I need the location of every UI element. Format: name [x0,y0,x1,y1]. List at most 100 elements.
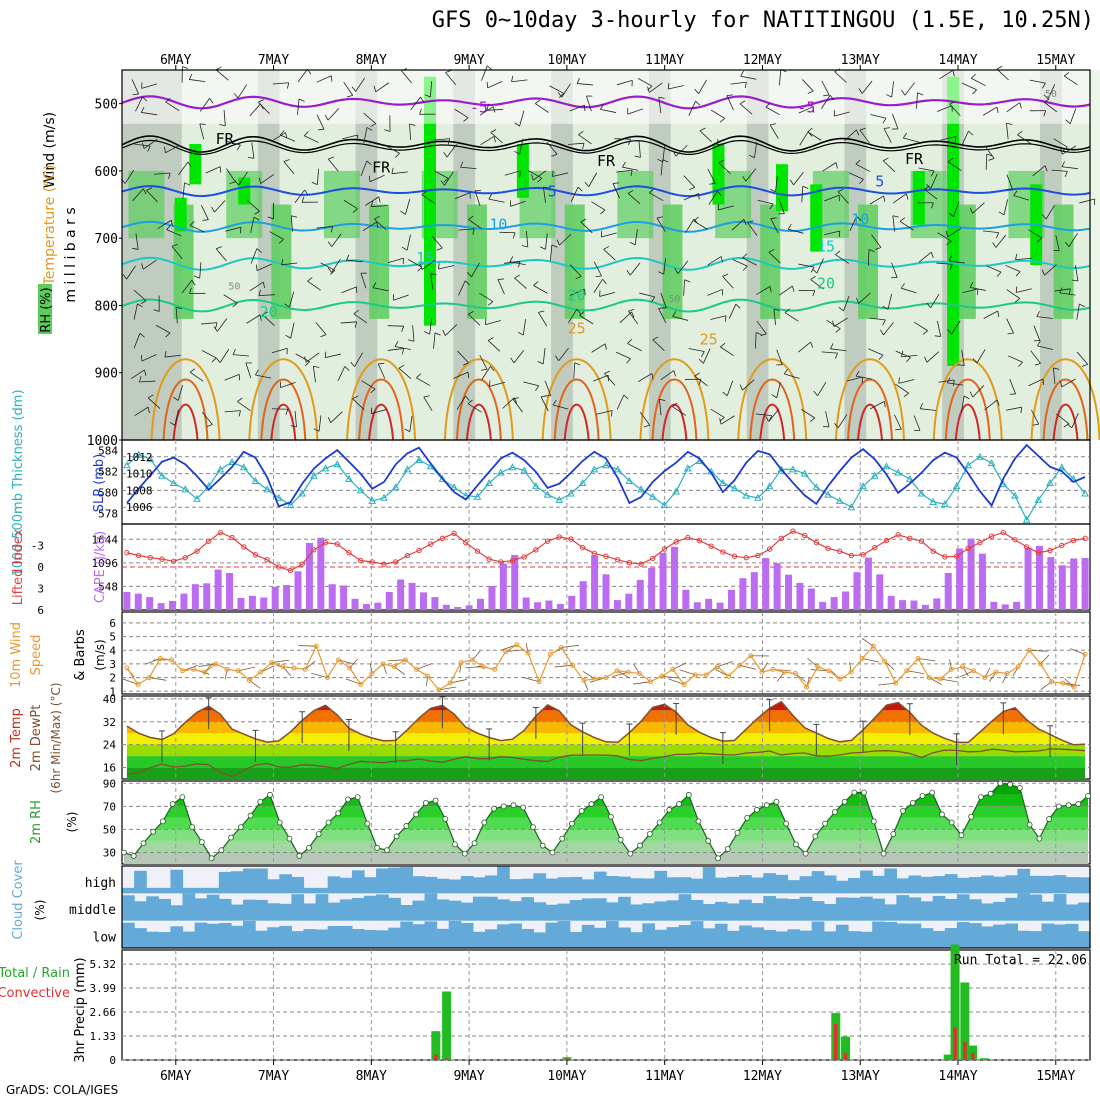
rh-tick: 70 [103,800,116,813]
wind-barb [660,159,664,176]
wind-barb [604,370,611,374]
wind-barb [1074,265,1079,282]
isotherm-label: 25 [568,320,586,338]
wind-barb [234,180,239,186]
date-label-top: 13MAY [841,53,880,68]
cloud-cell [122,895,135,921]
cloud-cell [448,900,462,921]
wind-speed-point [246,677,252,683]
cloud-cell [327,876,341,894]
wind-barb [807,131,822,141]
wind-barb [514,277,527,289]
wind-barb [778,198,785,214]
wind-barb [755,413,772,417]
wind-barb [304,135,319,143]
rh-point [549,849,556,856]
wind-barb [232,302,238,308]
cape-bar [169,600,177,610]
wind-barb [1006,122,1013,125]
cloud-cell [593,898,607,921]
wind-speed-point [146,675,152,681]
wind-barb [868,348,884,356]
ylabel-2m-dewpt: 2m DewPt [29,705,44,772]
rh-point [345,796,351,803]
wind-barb [142,142,145,149]
rh-point [802,850,809,857]
thickness-point [870,471,879,479]
isotherm-label: 25 [700,330,718,348]
cloud-cell [1029,875,1043,894]
cloud-cell [690,900,704,921]
rh-point [958,832,965,839]
wind-barb [488,193,493,200]
lifted-index-point [778,535,784,542]
wind-speed-point [815,664,821,670]
rh-green-patch [760,204,781,319]
cloud-cell [424,876,438,894]
lifted-index-line [126,530,1086,572]
rh-point [481,819,488,826]
cape-bar [933,598,941,610]
wind-barb [189,225,205,233]
wind-barb [352,398,365,411]
wind-barb [1005,406,1022,411]
wind-barb [569,104,585,112]
wind-barb [410,96,421,111]
wind-barb [443,177,449,183]
wind-barb [438,263,440,270]
wind-barb [1068,232,1078,247]
rh-point [257,798,264,805]
rh-point [705,838,712,844]
wind-barb [238,171,248,186]
wind-speed-point [380,661,386,667]
date-label-top: 14MAY [938,53,977,68]
wind-speed-point [659,673,665,679]
wind-barb [191,280,196,286]
wind-speed-point [1015,664,1021,670]
ylabel-precip: 3hr Precip (mm) [73,957,88,1062]
wind-speed-point [414,666,420,672]
wind-speed-point [837,676,843,682]
wind-speed-point [1082,651,1088,657]
wind-speed-point [592,676,598,682]
wind-barb-10m [271,659,290,663]
cloud-cell [581,879,595,894]
wind-barb [393,294,409,301]
wind-barb [134,406,149,417]
cloud-cell [593,927,607,948]
wind-barb [370,388,376,394]
wind-barb [995,234,1007,248]
wind-barb [140,355,143,362]
wind-barb [401,348,404,355]
rh-point [987,790,994,797]
wind-barb [1065,119,1071,124]
wind-barb [708,190,718,205]
wind-barb [844,129,857,142]
wind-barb [675,144,688,157]
wind-barb [776,382,781,398]
wind-barb [643,424,650,428]
wind-barb [637,77,653,87]
wind-barb [513,350,525,364]
date-label-bottom: 14MAY [938,1069,977,1084]
wind-barb [298,98,305,102]
wind-barb [742,265,748,271]
lifted-index-point [801,532,808,539]
cloud-cell [497,924,510,948]
lifted-index-point [848,552,855,559]
wind-barb [829,94,835,101]
wind-barb [486,109,503,111]
wind-barb [315,322,327,335]
wind-barb [481,65,488,81]
wind-barb [628,308,635,312]
wind-barb [569,264,582,277]
cape-bar [693,602,701,610]
thickness-point [555,495,564,503]
wind-barb-10m [522,676,540,683]
wind-barb [1007,332,1014,335]
wind-barb [229,181,236,184]
cloud-cell [654,901,668,921]
wind-barb [600,209,606,215]
rh-light-column [377,70,454,440]
